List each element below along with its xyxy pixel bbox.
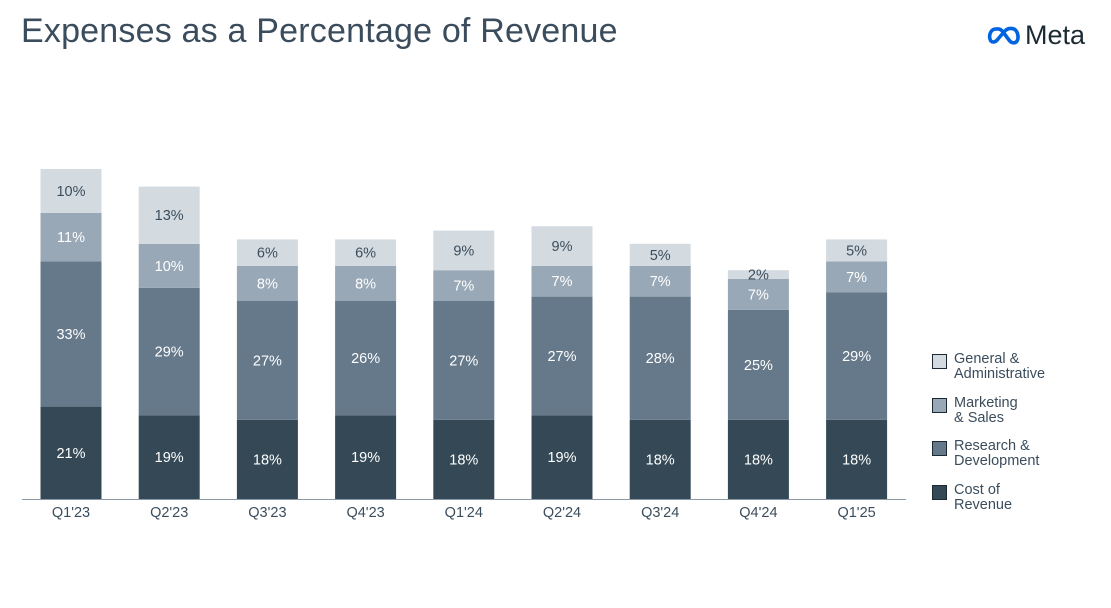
bar-segment <box>433 301 495 420</box>
bar-segment <box>40 213 102 262</box>
data-label: 28% <box>646 351 675 367</box>
bar-segment <box>826 419 888 499</box>
data-label: 7% <box>650 274 671 290</box>
meta-logo: Meta <box>987 20 1085 51</box>
bar-segment <box>335 415 397 499</box>
bar-segment <box>531 415 593 499</box>
bar-segment <box>40 261 102 407</box>
data-label: 9% <box>453 243 474 259</box>
data-label: 29% <box>842 349 871 365</box>
data-label: 7% <box>748 287 769 303</box>
bar-segment <box>727 309 789 420</box>
data-label: 6% <box>257 246 278 262</box>
data-label: 18% <box>744 452 773 468</box>
meta-infinity-icon <box>987 26 1020 45</box>
legend-item: General & Administrative <box>932 352 1107 396</box>
data-label: 10% <box>155 259 184 275</box>
bar-segment <box>138 243 200 288</box>
data-label: 18% <box>449 452 478 468</box>
bar-segment <box>629 296 691 420</box>
bar-segment <box>335 239 397 266</box>
data-label: 21% <box>56 446 85 462</box>
bar-segment <box>826 261 888 293</box>
logo-text: Meta <box>1024 20 1085 50</box>
bar-segment <box>433 270 495 301</box>
data-label: 9% <box>552 239 573 255</box>
legend-item: Marketing & Sales <box>932 394 1107 440</box>
bar-segment <box>531 296 593 416</box>
data-label: 8% <box>355 276 376 292</box>
x-tick-label: Q4'23 <box>346 505 384 521</box>
legend-swatch <box>932 484 947 500</box>
legend-swatch <box>932 354 947 369</box>
bar-segment <box>236 419 298 499</box>
legend-label: Cost of Revenue <box>954 481 1013 513</box>
bar-segment <box>531 226 593 266</box>
data-label: 27% <box>449 353 478 369</box>
data-label: 25% <box>744 358 773 374</box>
data-label: 19% <box>155 450 184 466</box>
bar-segment <box>335 301 397 416</box>
bar-segment <box>40 169 102 213</box>
data-label: 7% <box>552 274 573 290</box>
bar-segment <box>236 239 298 266</box>
data-label: 26% <box>351 351 380 367</box>
x-tick-label: Q3'23 <box>248 505 286 521</box>
data-label: 6% <box>355 246 376 262</box>
legend-label: Marketing & Sales <box>954 394 1018 426</box>
legend-swatch <box>932 397 947 413</box>
bar-segment <box>826 239 888 262</box>
bar-segment <box>433 419 495 499</box>
data-label: 5% <box>650 248 671 264</box>
data-label: 19% <box>351 450 380 466</box>
x-tick-label: Q1'23 <box>52 505 90 521</box>
bar-segment <box>138 287 200 416</box>
data-label: 11% <box>57 230 85 246</box>
x-tick-label: Q4'24 <box>739 505 777 521</box>
bar-segment <box>629 419 691 499</box>
bar-segment <box>433 230 495 271</box>
x-tick-label: Q1'25 <box>837 505 875 521</box>
data-label: 7% <box>453 279 474 295</box>
data-label: 18% <box>646 452 675 468</box>
bar-segment <box>629 265 691 297</box>
x-tick-label: Q3'24 <box>641 505 679 521</box>
data-label: 33% <box>56 327 85 343</box>
data-label: 27% <box>253 353 282 369</box>
legend-label: General & Administrative <box>954 351 1046 382</box>
bar-segment <box>629 243 691 266</box>
bar-segment <box>236 265 298 301</box>
data-label: 19% <box>547 450 576 466</box>
data-label: 7% <box>846 270 867 286</box>
data-label: 18% <box>253 452 282 468</box>
bar-segment <box>727 279 789 310</box>
bar-segment <box>826 292 888 420</box>
bar-segment <box>531 265 593 297</box>
x-tick-label: Q1'24 <box>445 505 483 521</box>
bar-segment <box>138 415 200 499</box>
data-label: 5% <box>846 243 867 259</box>
bar-segment <box>40 406 102 499</box>
chart-legend: General & Administrative Marketing & Sale… <box>932 352 1107 526</box>
data-label: 18% <box>842 452 871 468</box>
data-label: 27% <box>547 349 576 365</box>
data-label: 8% <box>257 276 278 292</box>
data-label: 13% <box>155 208 184 224</box>
page-title: Expenses as a Percentage of Revenue <box>21 12 618 50</box>
bar-segment <box>236 301 298 420</box>
legend-label: Research & Development <box>954 438 1040 469</box>
bar-segment <box>138 186 200 244</box>
bar-segment <box>335 265 397 301</box>
legend-item: Cost of Revenue <box>932 481 1107 527</box>
bar-segment <box>727 270 789 279</box>
data-label: 2% <box>748 268 769 284</box>
legend-item: Research & Development <box>932 439 1107 483</box>
x-tick-label: Q2'24 <box>543 505 581 521</box>
data-label: 29% <box>155 345 184 361</box>
data-label: 10% <box>56 184 85 200</box>
x-tick-label: Q2'23 <box>150 505 188 521</box>
bar-segment <box>727 419 789 499</box>
legend-swatch <box>932 441 947 456</box>
